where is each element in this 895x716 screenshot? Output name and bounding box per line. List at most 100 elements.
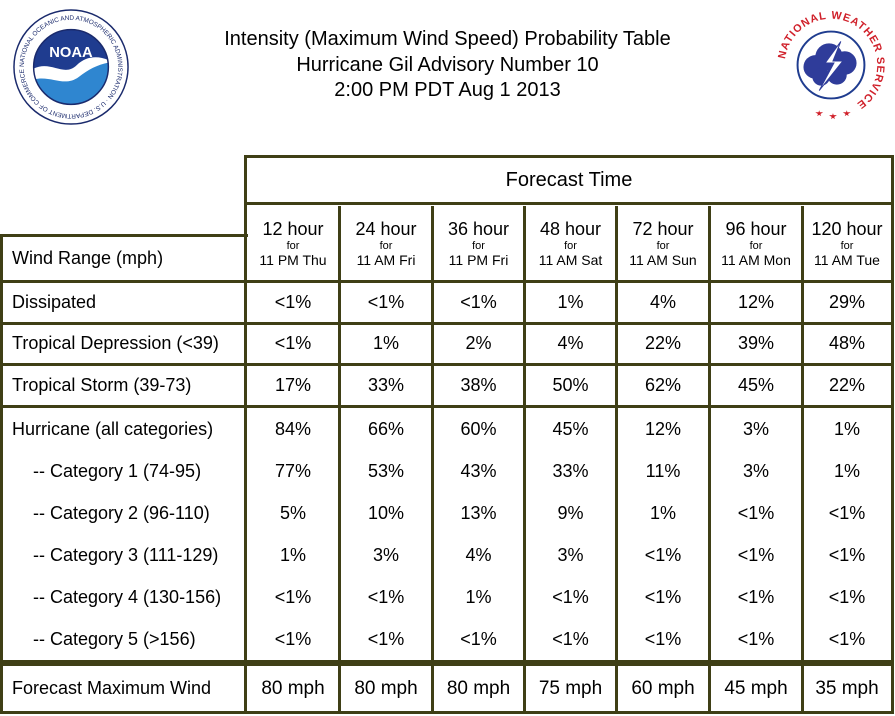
probability-cell: 13% <box>434 492 523 534</box>
table-divider <box>615 206 618 713</box>
table-divider <box>245 202 894 205</box>
probability-value: 4% <box>649 291 676 312</box>
probability-cell: 10% <box>341 492 431 534</box>
probability-value: 13% <box>460 502 497 523</box>
table-divider <box>0 363 894 366</box>
probability-value: <1% <box>828 502 866 523</box>
probability-cell: 45% <box>526 408 615 450</box>
probability-cell: 3% <box>711 408 801 450</box>
table-row-label: -- Category 2 (96-110) <box>3 492 273 534</box>
column-when: 11 AM Sat <box>538 251 603 268</box>
table-row-label: -- Category 1 (74-95) <box>3 450 273 492</box>
probability-value: 3% <box>742 460 769 481</box>
column-hours: 12 hour <box>262 218 324 239</box>
table-divider <box>338 206 341 713</box>
probability-value: 62% <box>644 374 682 395</box>
probability-cell: 2% <box>434 324 523 363</box>
probability-cell: 38% <box>434 365 523 405</box>
nws-logo: NATIONAL WEATHER SERVICE <box>773 7 889 123</box>
row-label-text: Tropical Storm (39-73) <box>12 374 192 395</box>
probability-value: 84% <box>274 418 312 439</box>
table-row-label: -- Category 4 (130-156) <box>3 577 273 619</box>
probability-cell: <1% <box>618 577 708 619</box>
column-when: 11 AM Tue <box>814 251 880 268</box>
table-divider <box>0 280 894 283</box>
max-wind-value: 45 mph <box>724 677 788 699</box>
probability-value: 3% <box>557 545 584 566</box>
probability-cell: 3% <box>341 535 431 577</box>
row-header: Wind Range (mph) <box>3 237 252 280</box>
probability-cell: <1% <box>341 619 431 661</box>
probability-cell: 84% <box>248 408 338 450</box>
probability-cell: <1% <box>434 282 523 322</box>
probability-cell: 48% <box>804 324 890 363</box>
table-divider <box>801 206 804 713</box>
probability-cell: <1% <box>711 619 801 661</box>
column-for: for <box>286 239 300 252</box>
row-label-text: Hurricane (all categories) <box>12 418 214 439</box>
forecast-time-header: Forecast Time <box>247 158 891 202</box>
max-wind-label-text: Forecast Maximum Wind <box>12 678 212 698</box>
probability-cell: 33% <box>341 365 431 405</box>
probability-value: 1% <box>649 502 676 523</box>
probability-value: 12% <box>644 418 682 439</box>
probability-value: <1% <box>737 587 775 608</box>
table-row-label: Hurricane (all categories) <box>3 408 252 450</box>
column-header: 24 hour for 11 AM Fri <box>341 206 431 280</box>
probability-value: 1% <box>465 587 492 608</box>
row-label-text: -- Category 4 (130-156) <box>33 587 222 608</box>
table-border <box>0 234 3 714</box>
probability-cell: <1% <box>618 619 708 661</box>
column-for: for <box>840 239 854 252</box>
probability-cell: 4% <box>618 282 708 322</box>
probability-value: <1% <box>367 629 405 650</box>
max-wind-value: 80 mph <box>354 677 418 699</box>
table-row-label: Dissipated <box>3 282 252 322</box>
column-header: 48 hour for 11 AM Sat <box>526 206 615 280</box>
probability-cell: 9% <box>526 492 615 534</box>
column-header: 96 hour for 11 AM Mon <box>711 206 801 280</box>
max-wind-value: 80 mph <box>446 677 511 699</box>
table-row-label: -- Category 5 (>156) <box>3 619 273 661</box>
probability-value: 33% <box>367 374 405 395</box>
table-divider <box>431 206 434 713</box>
probability-value: 38% <box>460 374 497 395</box>
noaa-logo: NATIONAL OCEANIC AND ATMOSPHERIC ADMINIS… <box>13 9 129 125</box>
probability-value: 53% <box>367 460 405 481</box>
probability-cell: <1% <box>711 577 801 619</box>
probability-value: 3% <box>372 545 399 566</box>
probability-cell: <1% <box>804 619 890 661</box>
max-wind-cell: 80 mph <box>341 666 431 711</box>
probability-value: 1% <box>833 460 860 481</box>
probability-cell: 3% <box>711 450 801 492</box>
probability-value: 77% <box>274 460 312 481</box>
probability-cell: 1% <box>526 282 615 322</box>
max-wind-cell: 35 mph <box>804 666 890 711</box>
column-hours: 24 hour <box>355 218 417 239</box>
probability-value: 1% <box>833 418 860 439</box>
probability-value: <1% <box>367 587 405 608</box>
probability-value: <1% <box>460 291 497 312</box>
probability-value: 22% <box>828 374 866 395</box>
probability-cell: 17% <box>248 365 338 405</box>
column-when: 11 PM Thu <box>259 251 327 268</box>
probability-cell: 29% <box>804 282 890 322</box>
probability-cell: <1% <box>618 535 708 577</box>
probability-value: 4% <box>465 545 492 566</box>
title-line: 2:00 PM PDT Aug 1 2013 <box>334 79 561 101</box>
page-title: Intensity (Maximum Wind Speed) Probabili… <box>140 27 755 104</box>
probability-value: 50% <box>552 374 589 395</box>
column-when: 11 AM Fri <box>356 251 416 268</box>
probability-value: 45% <box>737 374 775 395</box>
probability-cell: 4% <box>434 535 523 577</box>
probability-cell: 12% <box>618 408 708 450</box>
probability-cell: 43% <box>434 450 523 492</box>
probability-cell: 62% <box>618 365 708 405</box>
row-label-text: -- Category 2 (96-110) <box>33 502 210 523</box>
column-for: for <box>379 239 393 252</box>
max-wind-cell: 75 mph <box>526 666 615 711</box>
probability-value: <1% <box>552 629 589 650</box>
table-divider <box>708 206 711 713</box>
max-wind-cell: 45 mph <box>711 666 801 711</box>
probability-cell: <1% <box>804 577 890 619</box>
